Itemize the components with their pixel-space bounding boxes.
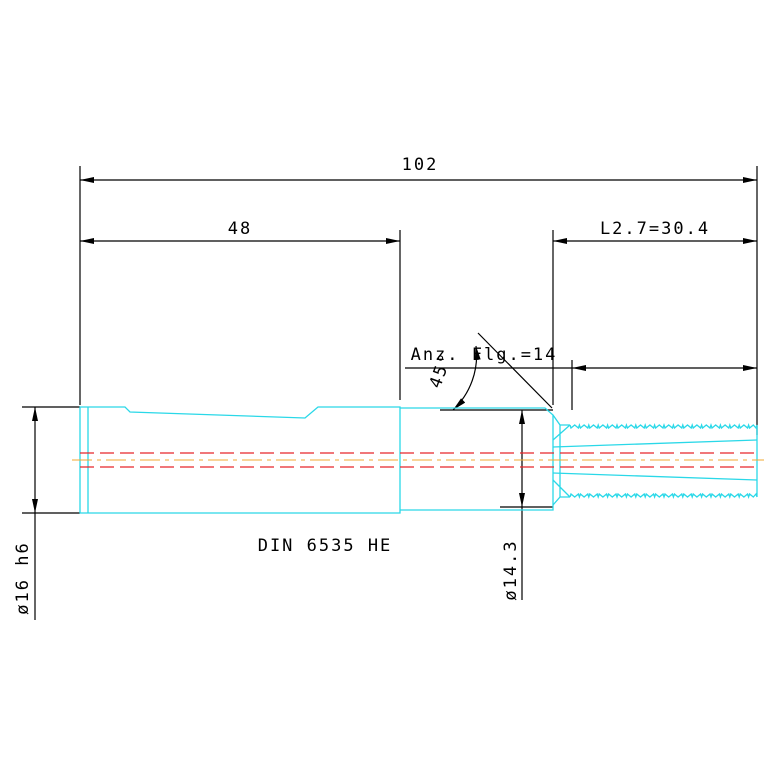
dim-label: 48 (228, 219, 252, 239)
extension-lines (22, 166, 758, 620)
dim-label: ø14.3 (501, 539, 521, 600)
dim-label: Anz. Flg.=14 (411, 345, 558, 365)
dim-label: 102 (402, 155, 439, 175)
tool-outline (72, 406, 764, 514)
designation: DIN 6535 HE (258, 536, 393, 556)
dimension-lines (32, 177, 757, 513)
dim-label: ø16 h6 (13, 541, 33, 614)
dim-label: L2.7=30.4 (600, 219, 710, 239)
